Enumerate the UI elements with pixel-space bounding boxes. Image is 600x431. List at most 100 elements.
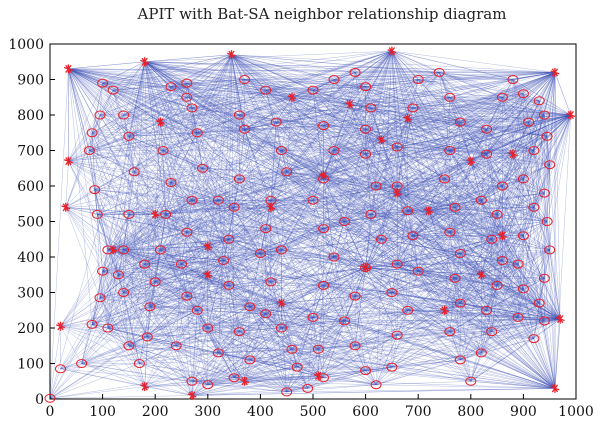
anchor-node [466,156,476,166]
neighbor-edge [123,114,203,169]
neighbor-edge [68,61,145,162]
neighbor-edge [391,50,548,222]
unknown-node [496,181,508,191]
neighbor-edge [144,61,408,311]
neighbor-edge [491,331,534,339]
y-tick-label: 0 [35,392,44,408]
neighbor-edge [365,129,372,215]
unknown-node [433,67,445,77]
neighbor-edge [207,260,224,275]
neighbor-edge [68,54,232,162]
neighbor-edge [486,79,514,155]
neighbor-edge [481,164,550,201]
neighbor-edge [107,327,193,382]
neighbor-edge [312,317,319,376]
anchor-node [203,241,213,251]
neighbor-edge [191,377,235,396]
unknown-node [149,277,161,287]
neighbor-edge [391,51,556,389]
x-tick-label: 0 [46,404,55,420]
unknown-node [165,82,177,92]
neighbor-edge [68,61,145,69]
neighbor-edge [265,313,308,389]
unknown-node [512,312,524,322]
neighbor-edge [412,107,529,123]
neighbor-edge [186,295,556,389]
neighbor-edge [344,221,450,233]
unknown-node [102,323,114,333]
neighbor-edge [231,54,235,378]
neighbor-edge [207,200,219,247]
neighbor-edge [231,54,519,318]
neighbor-edge [123,72,556,251]
neighbor-edge [354,292,393,346]
neighbor-edge [449,331,482,354]
neighbor-edge [123,292,198,311]
neighbor-edge [407,310,561,320]
neighbor-edge [231,54,556,73]
neighbor-edge [123,114,571,251]
neighbor-edge [147,249,161,337]
neighbor-edge [107,54,232,329]
neighbor-edge [144,327,208,387]
neighbor-edge [512,72,556,155]
unknown-node [349,67,361,77]
neighbor-edge [186,246,208,297]
neighbor-edge [68,72,556,162]
neighbor-edge [186,295,561,320]
unknown-node [212,348,224,358]
anchor-node [566,110,576,120]
neighbor-edge [68,160,203,169]
neighbor-edge [428,210,450,233]
neighbor-edge [291,320,345,350]
neighbor-edge [418,235,503,272]
neighbor-edge [412,72,556,236]
neighbor-edge [517,263,561,320]
neighbor-edge [454,274,482,279]
neighbor-edge [265,313,298,368]
neighbor-edge [265,200,314,229]
neighbor-edge [239,114,324,176]
neighbor-edge [134,171,229,240]
neighbor-edge [428,210,548,222]
neighbor-edge [244,317,314,382]
neighbor-edge [144,61,556,73]
neighbor-edge [460,331,492,361]
anchor-star-stroke [141,57,148,66]
neighbor-edge [112,249,151,307]
unknown-node [94,293,106,303]
neighbor-edge [155,207,235,215]
neighbor-edge [323,125,398,148]
unknown-node [128,167,140,177]
neighbor-edge [344,320,556,389]
neighbor-edge [502,72,556,236]
neighbor-edge [344,221,419,272]
neighbor-edge [281,221,345,304]
neighbor-edge [181,232,187,265]
neighbor-edge [481,274,535,339]
unknown-node [260,85,272,95]
unknown-node [407,231,419,241]
unknown-node [244,302,256,312]
neighbor-edge [239,249,282,332]
neighbor-edge [155,214,187,297]
neighbor-edge [344,318,561,322]
unknown-node [123,341,135,351]
neighbor-edge [107,285,229,329]
neighbor-edge [397,192,503,236]
neighbor-edge [234,375,319,378]
neighbor-edge [191,318,561,396]
unknown-node [533,298,545,308]
neighbor-edge [165,54,232,215]
anchor-node [240,376,250,386]
neighbor-edge [249,306,308,389]
unknown-node [544,245,556,255]
neighbor-edge [381,139,450,151]
neighbor-edge [191,54,232,109]
neighbor-edge [191,72,556,396]
neighbor-edge [218,260,224,353]
neighbor-edge [231,54,366,155]
neighbor-edge [323,175,561,320]
neighbor-edge [381,139,456,208]
neighbor-edge [286,114,571,393]
